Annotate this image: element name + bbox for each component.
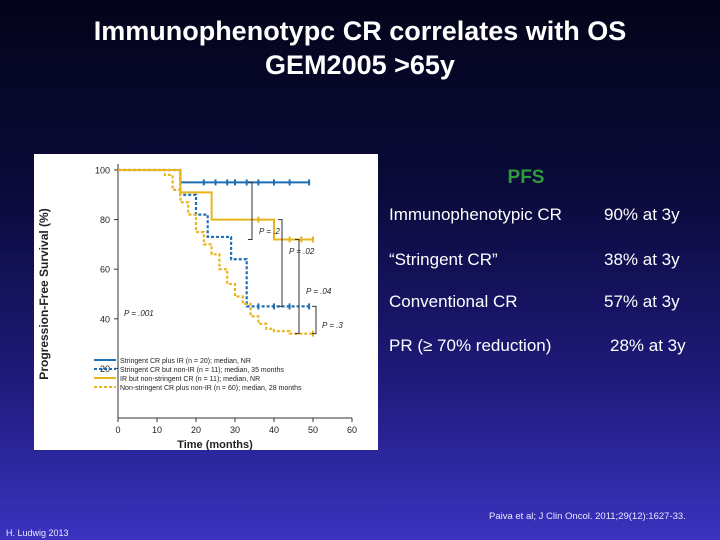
legend-label: Stringent CR but non-IR (n = 11); median… bbox=[120, 367, 284, 374]
title-line-2: GEM2005 >65y bbox=[265, 50, 455, 80]
pfs-row: Conventional CR 57% at 3y bbox=[389, 292, 680, 312]
km-series-line bbox=[118, 168, 310, 308]
slide-title: Immunophenotypc CR correlates with OS GE… bbox=[0, 14, 720, 82]
pfs-row: Immunophenotypic CR 90% at 3y bbox=[389, 205, 680, 225]
y-tick-label: 100 bbox=[95, 166, 110, 176]
citation: Paiva et al; J Clin Oncol. 2011;29(12):1… bbox=[489, 511, 686, 522]
title-line-1: Immunophenotypc CR correlates with OS bbox=[93, 16, 627, 46]
pfs-row-label: Immunophenotypic CR bbox=[389, 205, 562, 224]
p-value-label: P = .02 bbox=[289, 247, 315, 256]
legend-label: IR but non-stringent CR (n = 11); median… bbox=[120, 376, 260, 383]
y-tick-label: 60 bbox=[100, 265, 110, 275]
x-tick-label: 10 bbox=[152, 425, 162, 435]
legend-label: Non-stringent CR plus non-IR (n = 60); m… bbox=[120, 385, 302, 392]
x-tick-label: 30 bbox=[230, 425, 240, 435]
x-tick-label: 0 bbox=[115, 425, 120, 435]
x-tick-label: 60 bbox=[347, 425, 357, 435]
km-series-line bbox=[118, 169, 313, 241]
x-axis-label: Time (months) bbox=[177, 439, 253, 450]
km-series-line bbox=[118, 169, 310, 184]
p-value-bracket bbox=[248, 181, 253, 240]
pfs-row: “Stringent CR” 38% at 3y bbox=[389, 250, 680, 270]
legend-label: Stringent CR plus IR (n = 20); median, N… bbox=[120, 358, 251, 365]
pfs-row-value: 38% at 3y bbox=[604, 250, 680, 269]
pfs-row-value: 28% at 3y bbox=[610, 336, 686, 355]
p-value-label: P = .3 bbox=[322, 321, 343, 330]
p-value-label: P = .001 bbox=[124, 309, 154, 318]
p-value-label: P = .2 bbox=[259, 227, 280, 236]
p-value-label: P = .04 bbox=[306, 287, 332, 296]
pfs-row-value: 90% at 3y bbox=[604, 205, 680, 224]
y-axis-label: Progression-Free Survival (%) bbox=[37, 208, 51, 379]
pfs-heading: PFS bbox=[507, 167, 545, 188]
pfs-row: PR (≥ 70% reduction) 28% at 3y bbox=[389, 336, 686, 356]
p-value-bracket bbox=[295, 238, 300, 335]
km-chart-panel: 20 40 60 80 100 0 10 20 30 40 50 60 Progression-Free… bbox=[34, 154, 378, 450]
x-tick-label: 40 bbox=[269, 425, 279, 435]
pfs-row-label: PR (≥ 70% reduction) bbox=[389, 336, 552, 355]
y-tick-label: 80 bbox=[100, 215, 110, 225]
x-tick-label: 50 bbox=[308, 425, 318, 435]
pfs-row-label: “Stringent CR” bbox=[389, 250, 498, 269]
p-value-bracket bbox=[312, 305, 317, 335]
pfs-row-label: Conventional CR bbox=[389, 292, 518, 311]
author-credit: H. Ludwig 2013 bbox=[6, 528, 69, 538]
pfs-row-value: 57% at 3y bbox=[604, 292, 680, 311]
p-value-bracket bbox=[278, 219, 283, 307]
x-tick-label: 20 bbox=[191, 425, 201, 435]
y-tick-label: 40 bbox=[100, 314, 110, 324]
